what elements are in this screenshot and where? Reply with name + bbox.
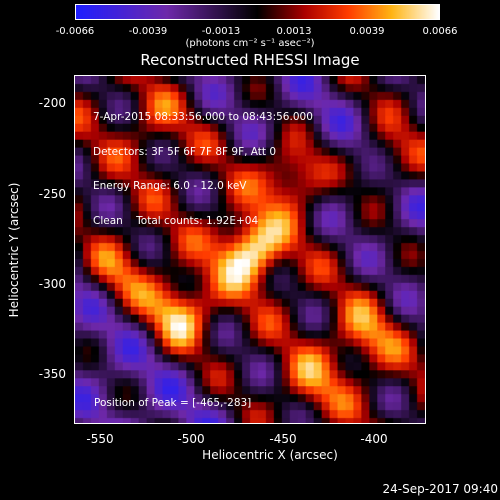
x-tick-label: -450 <box>269 432 297 446</box>
y-tick-label: -350 <box>38 367 66 381</box>
x-tick-label: -550 <box>86 432 114 446</box>
colorbar-tick: 0.0066 <box>422 26 458 37</box>
x-tick-label: -400 <box>360 432 388 446</box>
chart-title: Reconstructed RHESSI Image <box>140 51 360 69</box>
y-tick-label: -300 <box>38 277 66 291</box>
footer-date: 24-Sep-2017 09:40 <box>382 482 498 496</box>
peak-label: Position of Peak = [-465,-283] <box>94 397 252 409</box>
colorbar-tick: -0.0039 <box>128 26 168 37</box>
colorbar-tick: -0.0066 <box>55 26 95 37</box>
colorbar-tick: 0.0013 <box>276 26 312 37</box>
heatmap-plot <box>74 75 426 424</box>
x-tick-label: -500 <box>177 432 205 446</box>
annotation-detectors: Detectors: 3F 5F 6F 7F 8F 9F, Att 0 <box>93 145 277 158</box>
annotation-energy: Energy Range: 6.0 - 12.0 keV <box>93 180 247 192</box>
colorbar-units: (photons cm⁻² s⁻¹ asec⁻²) <box>185 38 315 49</box>
annotation-block: 7-Apr-2015 08:33:56.000 to 08:43:56.000 … <box>93 89 313 239</box>
annotation-time: 7-Apr-2015 08:33:56.000 to 08:43:56.000 <box>93 111 313 123</box>
y-axis-label: Heliocentric Y (arcsec) <box>7 182 21 318</box>
colorbar-tick: -0.0013 <box>201 26 241 37</box>
x-axis-label: Heliocentric X (arcsec) <box>202 448 338 462</box>
y-tick-label: -200 <box>38 96 66 110</box>
colorbar-tick: 0.0039 <box>349 26 385 37</box>
y-tick-label: -250 <box>38 187 66 201</box>
colorbar <box>75 4 440 20</box>
annotation-clean: Clean Total counts: 1.92E+04 <box>93 214 259 227</box>
